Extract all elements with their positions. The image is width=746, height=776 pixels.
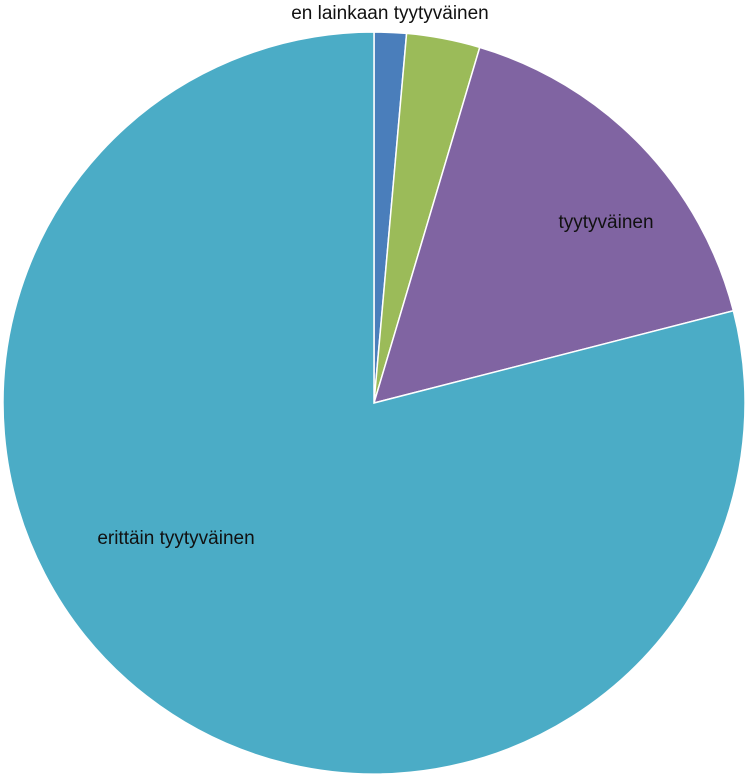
pie-slice-2 bbox=[372, 46, 735, 405]
slice-label-erittain-tyytyvainen: erittäin tyytyväinen bbox=[97, 528, 254, 549]
slice-label-tyytyvainen: tyytyväinen bbox=[558, 212, 653, 233]
pie-slices bbox=[2, 31, 746, 775]
pie-slice-3 bbox=[2, 31, 746, 775]
pie-labels: en lainkaan tyytyväinen tyytyväinen erit… bbox=[97, 3, 653, 549]
slice-label-en-lainkaan-tyytyvainen: en lainkaan tyytyväinen bbox=[291, 3, 489, 24]
